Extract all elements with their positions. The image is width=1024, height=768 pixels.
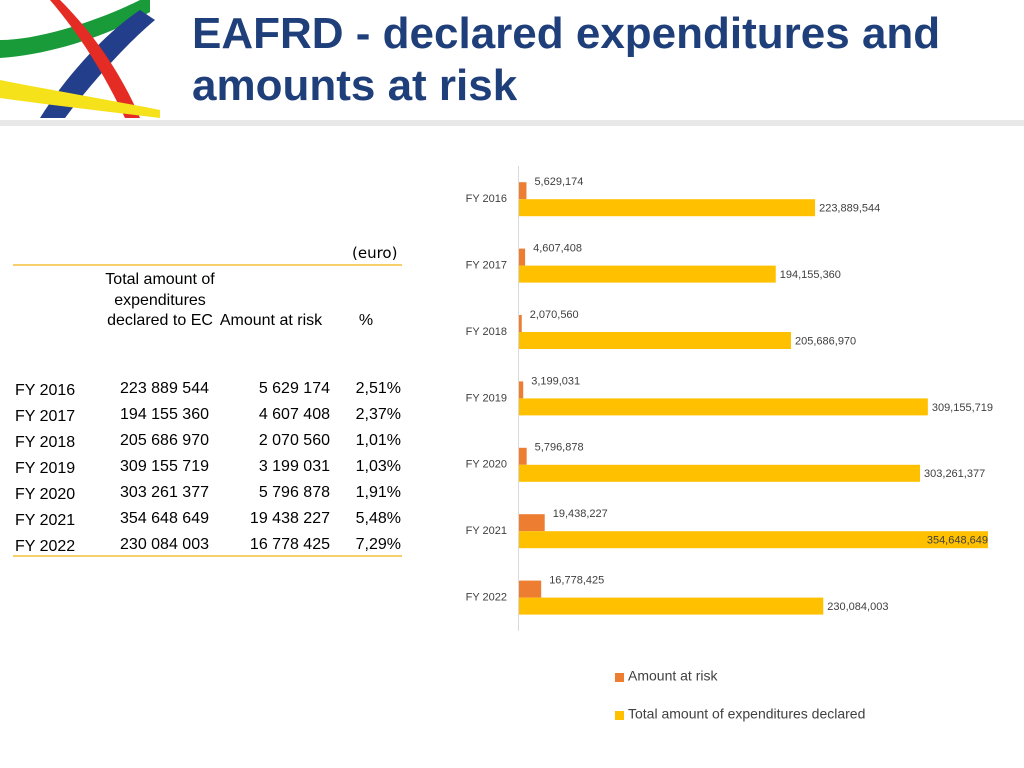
unit-label: (euro)	[352, 244, 398, 262]
data-label: 309,155,719	[932, 402, 993, 414]
bar	[519, 447, 527, 465]
data-label: 16,778,425	[549, 575, 604, 587]
bar	[519, 514, 545, 532]
bar	[519, 464, 921, 482]
y-tick-label: FY 2016	[466, 193, 507, 205]
y-tick-label: FY 2017	[466, 260, 507, 272]
table-cell: 2,51%	[355, 380, 401, 397]
row-label: FY 2017	[15, 408, 76, 425]
data-label: 194,155,360	[780, 269, 841, 281]
bar	[519, 580, 542, 598]
y-tick-label: FY 2020	[466, 459, 507, 471]
row-label: FY 2016	[15, 382, 76, 399]
slide-title: EAFRD - declared expenditures and amount…	[192, 9, 941, 110]
table-cell: 5 796 878	[258, 484, 330, 501]
table-cell: 4 607 408	[258, 406, 330, 423]
table-cell: 354 648 649	[120, 510, 209, 527]
bar	[519, 531, 988, 549]
row-label: FY 2018	[15, 434, 76, 451]
data-label: 19,438,227	[553, 508, 608, 520]
legend-label: Amount at risk	[628, 668, 718, 684]
data-label: 205,686,970	[795, 335, 856, 347]
table-cell: 1,01%	[355, 432, 401, 449]
table-cell: 1,03%	[355, 458, 401, 475]
row-label: FY 2019	[15, 460, 76, 477]
table-cell: 2,37%	[355, 406, 401, 423]
column-header: Amount at risk	[219, 312, 323, 329]
column-header: Total amount of expenditures declared to…	[105, 271, 215, 329]
table-cell: 205 686 970	[120, 432, 209, 449]
y-tick-label: FY 2019	[466, 392, 507, 404]
y-tick-label: FY 2022	[466, 592, 507, 604]
table-cell: 19 438 227	[249, 510, 330, 527]
row-label: FY 2022	[15, 538, 76, 555]
data-label: 2,070,560	[530, 309, 579, 321]
table-cell: 5,48%	[355, 510, 401, 527]
bar	[519, 381, 524, 399]
data-label: 3,199,031	[531, 375, 580, 387]
legend-label: Total amount of expenditures declared	[628, 706, 865, 722]
logo	[0, 0, 160, 118]
table-cell: 16 778 425	[249, 536, 330, 553]
header-band	[0, 0, 1024, 120]
table-cell: 3 199 031	[258, 458, 330, 475]
table-cell: 5 629 174	[258, 380, 330, 397]
data-label: 354,648,649	[927, 535, 988, 547]
data-label: 5,796,878	[535, 442, 584, 454]
bar	[519, 597, 824, 615]
row-label: FY 2021	[15, 512, 76, 529]
header-rule	[0, 120, 1024, 126]
y-tick-label: FY 2018	[466, 326, 507, 338]
table-cell: 1,91%	[355, 484, 401, 501]
data-label: 223,889,544	[819, 203, 880, 215]
bar	[519, 265, 776, 283]
table-cell: 230 084 003	[120, 536, 209, 553]
bar	[519, 398, 928, 416]
legend-swatch	[615, 711, 624, 720]
legend-swatch	[615, 673, 624, 682]
data-label: 230,084,003	[827, 601, 888, 613]
table-cell: 303 261 377	[120, 484, 209, 501]
table-cell: 2 070 560	[258, 432, 330, 449]
table-cell: 194 155 360	[120, 406, 209, 423]
table-cell: 309 155 719	[120, 458, 209, 475]
bar	[519, 315, 522, 332]
data-label: 303,261,377	[924, 468, 985, 480]
bar	[519, 248, 526, 266]
table-cell: 223 889 544	[120, 380, 209, 397]
table-cell: 7,29%	[355, 536, 401, 553]
y-tick-label: FY 2021	[466, 525, 507, 537]
data-label: 5,629,174	[534, 176, 583, 188]
data-label: 4,607,408	[533, 243, 582, 255]
row-label: FY 2020	[15, 486, 76, 503]
column-header: %	[358, 312, 374, 329]
bar	[519, 332, 792, 349]
bar	[519, 182, 527, 200]
bar	[519, 199, 816, 217]
